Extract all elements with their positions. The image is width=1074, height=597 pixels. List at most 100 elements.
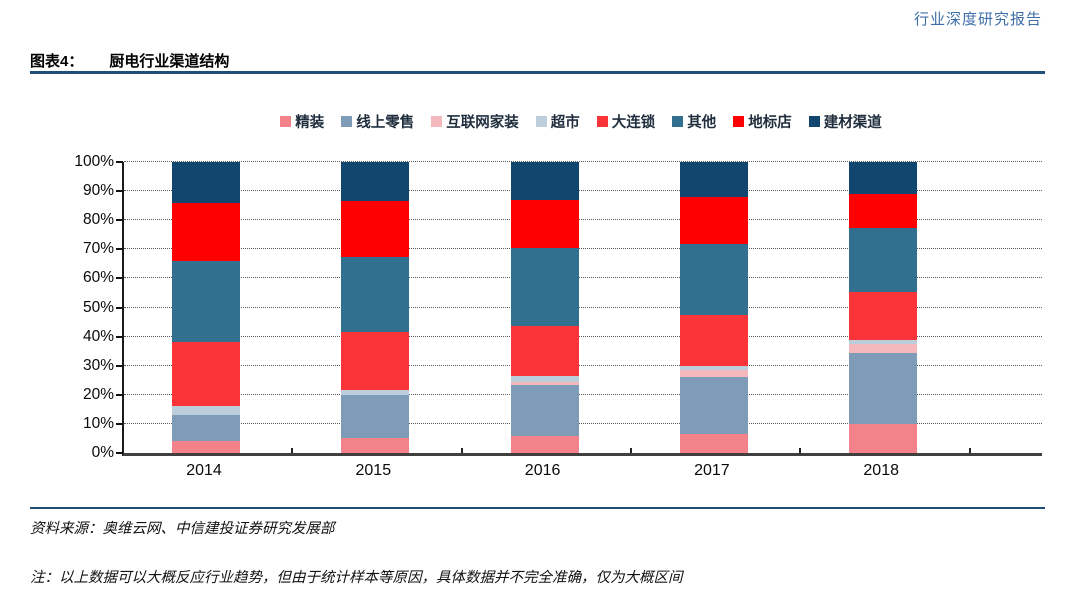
x-axis-tick	[460, 448, 463, 453]
y-axis-tick-label: 0%	[91, 444, 114, 461]
y-axis-tick-label: 10%	[82, 414, 114, 432]
y-axis-tick	[116, 219, 123, 222]
x-axis-labels: 2014 2015 2016 2017 2018	[122, 462, 1040, 486]
stacked-bar-2017	[679, 162, 748, 453]
bar-segment	[341, 438, 410, 453]
gridline	[124, 335, 1042, 337]
y-axis-tick-label: 60%	[82, 269, 114, 287]
y-axis-tick-label: 40%	[82, 327, 114, 345]
bar-segment	[679, 365, 748, 371]
legend-item: 建材渠道	[808, 111, 882, 132]
bar-segment	[172, 406, 240, 416]
figure-title: 厨电行业渠道结构	[109, 53, 230, 70]
x-axis-tick-label: 2014	[186, 462, 222, 479]
y-axis-tick-label: 90%	[82, 182, 114, 200]
gridline	[124, 190, 1042, 192]
bar-segment	[341, 394, 410, 439]
legend-label: 超市	[550, 115, 580, 131]
legend-marker-icon	[535, 116, 547, 127]
legend-item: 线上零售	[341, 111, 414, 132]
stacked-bar-2018	[849, 162, 918, 453]
bar-segment	[849, 194, 918, 228]
gridline	[124, 306, 1042, 308]
y-axis-tick	[116, 306, 123, 309]
gridline	[124, 422, 1042, 424]
legend-label: 建材渠道	[823, 115, 882, 131]
bar-segment	[849, 423, 918, 453]
bar-segment	[172, 260, 240, 343]
legend-marker-icon	[341, 116, 353, 127]
legend-item: 其他	[672, 111, 716, 132]
bar-segment	[849, 339, 918, 344]
y-axis-tick	[116, 277, 123, 280]
source-note: 资料来源：奥维云网、中信建投证券研究发展部	[30, 521, 335, 537]
x-axis-tick-label: 2015	[355, 462, 392, 479]
gridline	[124, 277, 1042, 279]
y-axis-tick-label: 100%	[74, 153, 114, 170]
y-axis-tick	[116, 364, 123, 367]
x-axis-tick	[799, 448, 802, 453]
y-axis-labels: 0% 10% 20% 30% 40% 50% 60% 70% 80% 90% 100%	[0, 153, 114, 461]
bar-segment	[849, 343, 918, 353]
gridline	[124, 161, 1042, 162]
y-axis-tick-label: 50%	[82, 298, 114, 316]
stacked-bar-2015	[341, 162, 410, 453]
gridline	[124, 219, 1042, 221]
bar-segment	[679, 314, 748, 366]
legend-item: 精装	[280, 111, 324, 132]
figure-number-label: 图表4：	[30, 53, 84, 70]
bar-segment	[679, 162, 748, 197]
bar-segment	[341, 162, 410, 202]
title-divider-rule	[30, 71, 1045, 74]
x-axis-tick-label: 2017	[694, 462, 730, 479]
bar-segment	[510, 326, 579, 376]
bar-segment	[341, 390, 410, 395]
legend-item: 地标店	[733, 111, 792, 132]
bar-segment	[341, 201, 410, 257]
legend-marker-icon	[672, 116, 684, 127]
bar-segment	[510, 381, 579, 385]
y-axis-tick-label: 70%	[82, 240, 114, 258]
footer-divider-rule	[30, 507, 1045, 509]
x-axis-tick	[291, 448, 294, 453]
legend-item: 互联网家装	[431, 111, 519, 132]
bar-segment	[849, 162, 918, 195]
bar-segment	[679, 434, 748, 453]
legend-label: 地标店	[748, 115, 792, 131]
x-axis-tick-label: 2018	[863, 462, 899, 479]
bar-segment	[679, 196, 748, 244]
bar-segment	[172, 162, 240, 203]
gridline	[124, 393, 1042, 395]
bar-segment	[510, 247, 579, 327]
legend-marker-icon	[733, 116, 745, 127]
bar-segment	[172, 342, 240, 407]
report-type-header: 行业深度研究报告	[913, 12, 1042, 28]
legend-marker-icon	[808, 116, 820, 127]
chart-legend: 精装 线上零售 互联网家装 超市 大连锁 其他 地标店 建材渠道	[122, 111, 1040, 132]
bar-segment	[510, 435, 579, 453]
legend-marker-icon	[596, 116, 608, 127]
y-axis-tick	[116, 422, 123, 425]
y-axis-tick-label: 20%	[82, 385, 114, 403]
bar-segment	[849, 352, 918, 424]
bar-segment	[341, 256, 410, 333]
y-axis-tick	[116, 335, 123, 338]
bar-segment	[849, 291, 918, 340]
legend-label: 线上零售	[356, 115, 415, 131]
figure-title-row: 图表4： 厨电行业渠道结构	[30, 50, 229, 71]
stacked-bar-2016	[510, 162, 579, 453]
bar-segment	[172, 415, 240, 442]
y-axis-tick-label: 80%	[82, 211, 114, 229]
y-axis-tick	[116, 452, 123, 454]
legend-item: 大连锁	[596, 111, 655, 132]
gridline	[124, 248, 1042, 250]
legend-item: 超市	[535, 111, 580, 132]
y-axis-tick	[116, 393, 123, 396]
disclaimer-note: 注：以上数据可以大概反应行业趋势，但由于统计样本等原因，具体数据并不完全准确，仅…	[30, 570, 683, 586]
bar-segment	[679, 370, 748, 378]
y-axis-tick	[116, 248, 123, 251]
bar-segment	[510, 384, 579, 436]
legend-label: 其他	[687, 115, 717, 131]
legend-marker-icon	[431, 116, 443, 127]
plot-area	[116, 161, 1042, 456]
